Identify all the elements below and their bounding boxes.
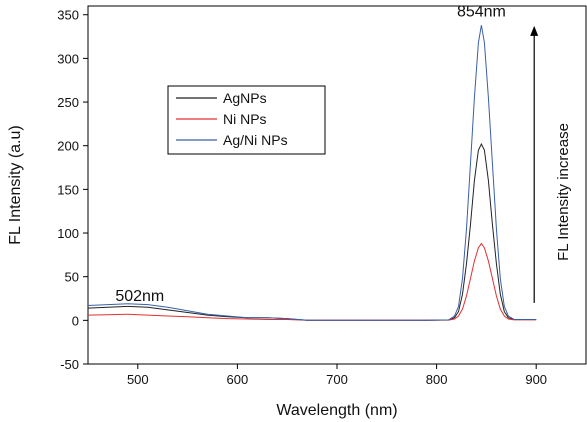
- x-tick-label: 600: [227, 372, 249, 387]
- x-tick-label: 700: [326, 372, 348, 387]
- x-tick-label: 900: [525, 372, 547, 387]
- y-tick-label: -50: [60, 357, 79, 372]
- y-tick-label: 0: [72, 313, 79, 328]
- x-tick-label: 500: [127, 372, 149, 387]
- series-line-1: [87, 142, 537, 321]
- legend: AgNPs Ni NPs Ag/Ni NPs: [167, 85, 326, 155]
- legend-label: AgNPs: [223, 90, 267, 106]
- series-layer: [87, 25, 537, 321]
- intensity-arrow: [530, 25, 539, 303]
- x-axis-label: Wavelength (nm): [276, 402, 397, 419]
- y-tick-label: 100: [57, 226, 79, 241]
- y-tick-label: 350: [57, 8, 79, 23]
- annotation-layer: 502nm 854nm: [115, 3, 506, 305]
- y-axis-label: FL Intensity (a.u): [7, 125, 24, 244]
- y-tick-label: 250: [57, 95, 79, 110]
- legend-label: Ni NPs: [223, 111, 267, 127]
- tick-layer: 500 600 700 800 900 -50 0 50 100 150 200 250 300 350: [57, 8, 547, 387]
- intensity-increase-note: FL Intensity increase: [555, 123, 572, 261]
- arrow-head: [530, 25, 539, 36]
- y-tick-label: 300: [57, 51, 79, 66]
- peak-annotation: 854nm: [457, 3, 506, 20]
- plot-frame: [87, 5, 587, 365]
- y-tick-label: 150: [57, 182, 79, 197]
- legend-box: [167, 85, 326, 155]
- peak-annotation: 502nm: [115, 288, 164, 305]
- x-tick-label: 800: [426, 372, 448, 387]
- series-line-2: [87, 242, 537, 321]
- legend-label: Ag/Ni NPs: [223, 132, 288, 148]
- series-line-3: [87, 25, 537, 321]
- y-tick-label: 50: [65, 270, 79, 285]
- y-tick-label: 200: [57, 139, 79, 154]
